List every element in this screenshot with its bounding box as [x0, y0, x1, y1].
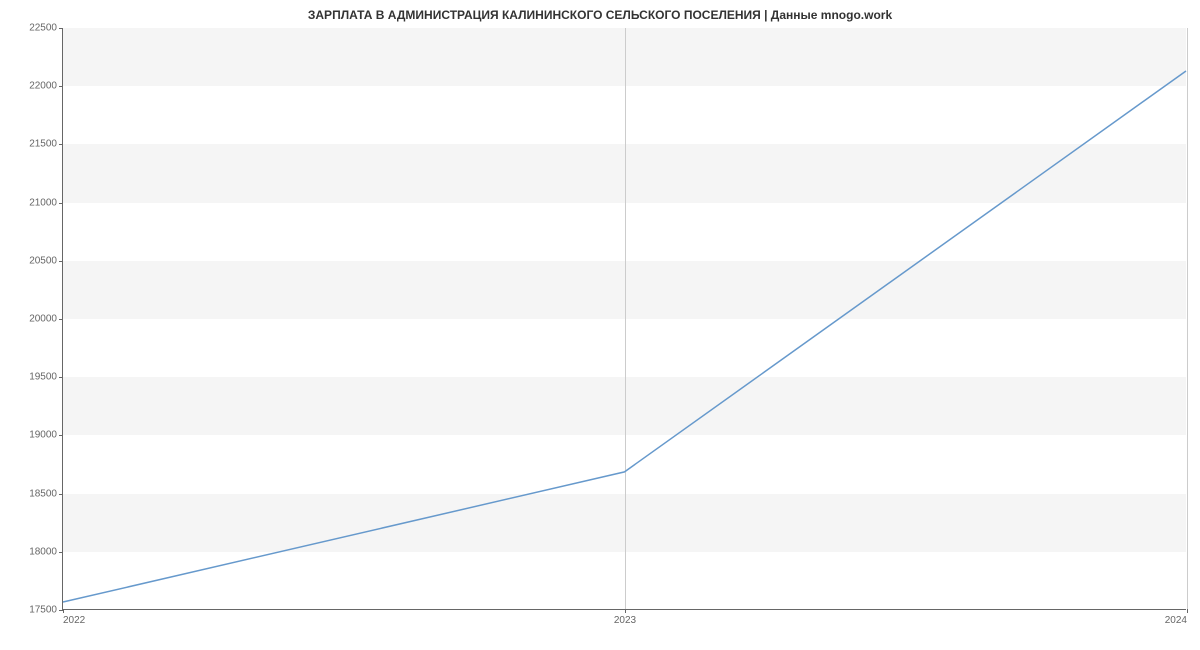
chart-title: ЗАРПЛАТА В АДМИНИСТРАЦИЯ КАЛИНИНСКОГО СЕ…: [0, 8, 1200, 22]
y-tick-label: 20000: [29, 314, 57, 325]
plot-area: 1750018000185001900019500200002050021000…: [62, 28, 1186, 610]
line-series: [63, 28, 1186, 609]
x-tick-mark: [1187, 609, 1188, 613]
x-tick-label: 2024: [1165, 615, 1187, 626]
y-tick-label: 19000: [29, 430, 57, 441]
y-tick-label: 21500: [29, 139, 57, 150]
x-tick-mark: [625, 609, 626, 613]
x-tick-label: 2022: [63, 615, 85, 626]
y-tick-label: 18000: [29, 546, 57, 557]
y-tick-label: 21000: [29, 197, 57, 208]
y-tick-label: 18500: [29, 488, 57, 499]
y-tick-label: 22000: [29, 81, 57, 92]
y-tick-label: 17500: [29, 605, 57, 616]
y-tick-label: 19500: [29, 372, 57, 383]
x-tick-label: 2023: [614, 615, 636, 626]
y-tick-label: 20500: [29, 255, 57, 266]
data-line: [63, 71, 1186, 602]
grid-line-vertical: [1187, 28, 1188, 609]
x-tick-mark: [63, 609, 64, 613]
y-tick-label: 22500: [29, 23, 57, 34]
